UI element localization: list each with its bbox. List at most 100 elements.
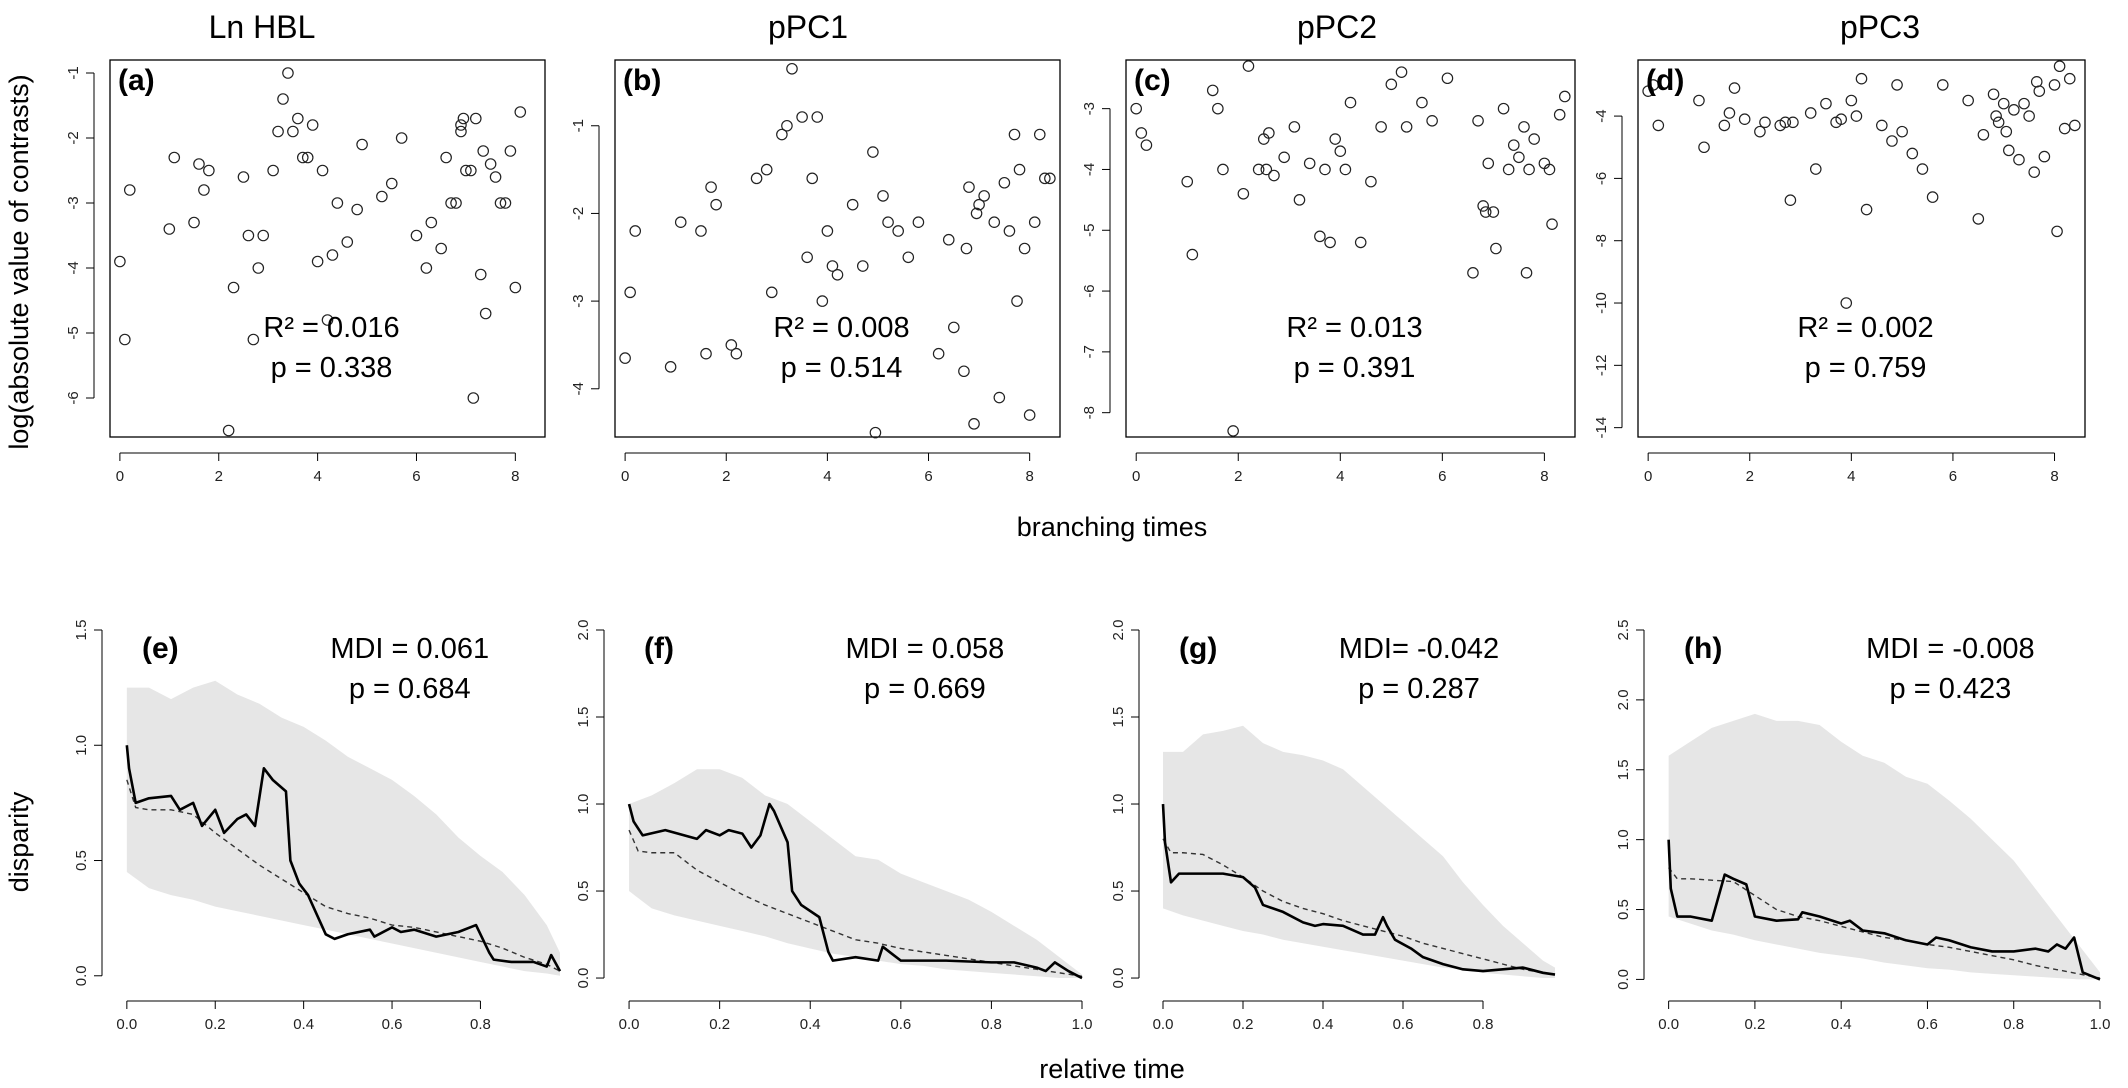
data-point [509,281,522,294]
data-point [1385,78,1398,91]
data-point [998,176,1011,189]
data-point [710,198,722,211]
data-point [760,163,773,176]
data-point [465,164,477,177]
data-point [489,171,502,183]
data-point [892,225,904,237]
data-point [1354,236,1367,249]
data-point [1497,102,1510,115]
observed-line [1667,839,2101,981]
data-point [2038,150,2051,163]
data-point [1329,133,1341,145]
data-point [356,138,368,151]
data-point [2063,72,2076,85]
y-tick-label: -10 [1593,292,1610,314]
data-point [1987,88,2000,101]
data-point [272,125,284,138]
x-tick-label: 0 [1644,468,1652,485]
y-tick-label: 2.5 [1615,620,1632,641]
y-tick-label: -1 [65,66,82,79]
x-tick-label: 0.0 [619,1016,640,1033]
y-tick-label: 2.0 [1615,689,1632,710]
data-point [725,339,738,351]
data-point [1860,203,1873,216]
data-point [440,151,452,164]
stat-p: p = 0.684 [349,673,471,705]
x-tick-label: 4 [1847,468,1855,485]
y-tick-label: 1.0 [73,735,90,756]
data-point [821,225,834,237]
disparity-panel-3: 0.0 0.2 0.4 0.6 0.8 0.0 0.5 1.0 1.5 2.0 (g) MDI= -0… [1110,620,1556,1033]
y-axis: 0.0 0.5 1.0 1.5 2.0 [1110,620,1140,988]
data-point [816,295,829,307]
data-point [781,119,793,132]
data-point [1502,163,1515,176]
data-point [877,190,889,202]
x-axis: 0.0 0.2 0.4 0.6 0.8 1.0 [619,1000,1092,1033]
data-point [869,426,882,439]
data-point [1936,79,1949,91]
data-point [1647,79,1660,91]
data-point [806,172,819,185]
data-point [1754,125,1766,138]
data-point [247,333,260,346]
data-point [287,125,299,138]
data-point [705,181,717,193]
y-tick-label: -4 [1081,163,1098,176]
panel-letter: (b) [623,64,661,97]
y-tick-label: 2.0 [575,620,592,641]
data-point [2030,76,2043,88]
data-point [331,197,344,209]
data-point [494,197,507,209]
panel-letter: (f) [644,632,674,665]
data-point [376,190,388,203]
data-point [1011,295,1023,307]
stat-mdi: MDI= -0.042 [1339,633,1499,665]
data-point [445,197,457,209]
y-tick-label: 0.5 [1615,899,1632,920]
data-point [1482,157,1495,170]
data-point [700,347,712,360]
x-tick-label: 6 [1949,468,1957,485]
y-tick-label: -12 [1593,354,1610,376]
observed-line [1161,803,1556,976]
confidence-band [126,680,560,976]
y-axis: 0.0 0.5 1.0 1.5 2.0 2.5 [1615,620,1645,990]
data-point [467,392,480,404]
data-point [942,233,955,246]
data-point [1252,163,1265,176]
data-point [1314,230,1326,243]
data-point [1324,236,1336,249]
data-point [776,128,788,141]
stat-r2: R² = 0.013 [1286,312,1422,344]
stat-p: p = 0.423 [1890,673,2012,705]
data-point [1759,116,1771,129]
x-tick-label: 4 [823,468,831,485]
data-point [1787,116,1799,129]
data-point [242,229,255,242]
data-point [1876,119,1888,132]
data-point [222,424,235,437]
panel-title: Ln HBL [209,9,316,45]
data-point [1728,82,1741,94]
data-point [2058,122,2071,135]
x-tick-label: 0.6 [1393,1016,1414,1033]
data-point [674,216,687,228]
y-tick-label: 1.5 [575,707,592,728]
y-tick-label: -6 [1593,172,1610,185]
data-point [1400,121,1413,133]
data-point [425,216,438,229]
y-tick-label: -3 [570,294,587,307]
data-point [227,281,240,294]
disparity-panel-1: 0.0 0.2 0.4 0.6 0.8 0.0 0.5 1.0 1.5 (e) MDI = 0.06… [73,620,562,1033]
data-point [1835,113,1847,125]
y-tick-label: -14 [1593,417,1610,439]
panel-letter: (d) [1646,64,1684,97]
data-point [1962,94,1974,107]
data-point [1416,96,1428,109]
data-point [2008,104,2020,116]
stat-p: p = 0.759 [1805,352,1927,384]
panel-title: pPC1 [768,9,848,45]
data-point [252,262,265,274]
data-point [1013,163,1026,176]
